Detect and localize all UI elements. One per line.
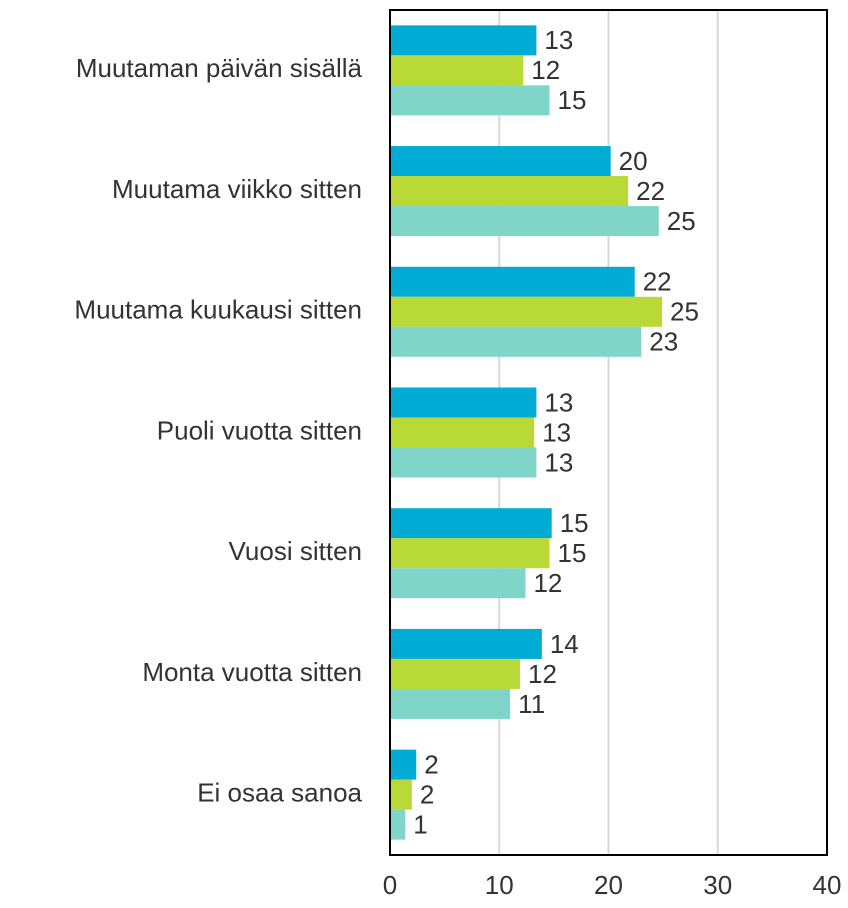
bar — [390, 176, 629, 207]
value-label: 11 — [518, 689, 545, 719]
bar — [390, 266, 635, 297]
value-label: 13 — [542, 417, 571, 447]
value-label: 25 — [667, 206, 696, 236]
bar — [390, 417, 535, 448]
value-label: 20 — [619, 146, 648, 176]
bar — [390, 779, 412, 810]
bar — [390, 568, 526, 599]
bar — [390, 658, 521, 689]
value-label: 1 — [413, 810, 427, 840]
value-label: 22 — [636, 176, 665, 206]
value-label: 14 — [550, 629, 579, 659]
value-label: 12 — [531, 55, 560, 85]
value-label: 25 — [670, 297, 699, 327]
category-label: Puoli vuotta sitten — [157, 415, 362, 445]
bar — [390, 508, 552, 539]
category-label: Muutama viikko sitten — [112, 174, 362, 204]
value-label: 15 — [558, 85, 587, 115]
bar — [390, 55, 524, 86]
bar — [390, 25, 537, 56]
x-tick-label: 0 — [383, 870, 397, 900]
bar — [390, 206, 659, 237]
bar — [390, 809, 406, 840]
x-tick-label: 10 — [485, 870, 514, 900]
value-label: 13 — [544, 25, 573, 55]
value-label: 22 — [643, 267, 672, 297]
category-label: Muutama kuukausi sitten — [74, 295, 362, 325]
value-label: 2 — [420, 780, 434, 810]
value-label: 15 — [558, 538, 587, 568]
value-label: 23 — [649, 327, 678, 357]
bar — [390, 296, 663, 327]
value-label: 15 — [560, 508, 589, 538]
category-label: Vuosi sitten — [229, 536, 362, 566]
value-label: 13 — [544, 387, 573, 417]
bar — [390, 538, 550, 569]
bar — [390, 326, 642, 357]
bar — [390, 628, 542, 659]
value-label: 12 — [533, 568, 562, 598]
bar — [390, 749, 417, 780]
bar — [390, 447, 537, 478]
bar — [390, 146, 611, 177]
value-label: 2 — [424, 750, 438, 780]
category-label: Monta vuotta sitten — [142, 657, 362, 687]
bar — [390, 85, 550, 116]
bar — [390, 688, 511, 719]
bar — [390, 387, 537, 418]
plot-border — [389, 9, 828, 856]
category-label: Muutaman päivän sisällä — [76, 53, 363, 83]
x-tick-label: 40 — [813, 870, 842, 900]
x-tick-label: 30 — [703, 870, 732, 900]
value-label: 12 — [528, 659, 557, 689]
category-label: Ei osaa sanoa — [197, 778, 362, 808]
x-tick-label: 20 — [594, 870, 623, 900]
value-label: 13 — [544, 447, 573, 477]
